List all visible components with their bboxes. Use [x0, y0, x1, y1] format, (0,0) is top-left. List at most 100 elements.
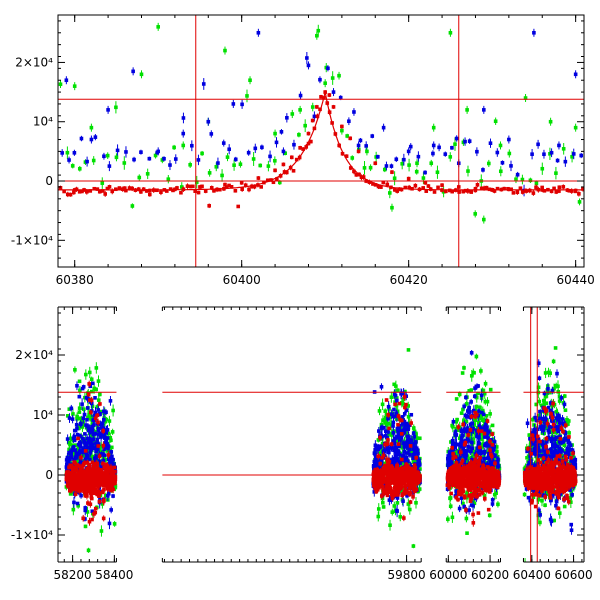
data-point	[544, 401, 549, 405]
data-point	[536, 497, 541, 502]
data-point	[301, 147, 305, 151]
data-point	[124, 188, 128, 193]
data-point	[75, 452, 80, 456]
data-point	[389, 498, 394, 502]
data-point	[367, 180, 372, 184]
data-point	[347, 119, 351, 124]
data-point	[475, 434, 479, 439]
data-point	[361, 175, 366, 179]
data-point	[338, 95, 343, 100]
data-point	[440, 188, 444, 192]
data-point	[94, 441, 98, 445]
data-point	[397, 187, 402, 191]
data-point	[282, 170, 287, 174]
data-point	[450, 145, 454, 150]
data-point	[471, 370, 476, 375]
data-point	[73, 443, 78, 447]
data-point	[96, 379, 101, 383]
data-point	[538, 520, 542, 525]
data-point	[570, 154, 574, 159]
data-point	[487, 513, 492, 518]
data-point	[250, 184, 254, 189]
data-point	[93, 135, 98, 139]
data-point	[391, 431, 396, 435]
data-point	[396, 449, 401, 454]
data-point	[387, 498, 392, 502]
data-point	[465, 531, 469, 535]
data-point	[96, 408, 101, 412]
data-point	[457, 506, 462, 511]
plot-area-2	[64, 346, 578, 562]
data-point	[71, 507, 76, 512]
data-point	[91, 423, 96, 427]
data-point	[370, 134, 375, 138]
data-point	[376, 438, 381, 442]
data-point	[315, 33, 319, 38]
data-point	[389, 164, 394, 168]
data-point	[406, 427, 410, 432]
data-point	[203, 189, 208, 193]
data-point	[179, 185, 184, 189]
data-point	[467, 139, 472, 143]
data-point	[103, 435, 108, 440]
data-point	[396, 460, 401, 465]
data-point	[98, 412, 102, 416]
data-point	[76, 503, 80, 508]
data-point	[562, 443, 567, 447]
data-point	[91, 437, 96, 442]
data-point	[109, 438, 113, 443]
data-point	[482, 186, 486, 191]
data-point	[414, 446, 419, 450]
data-point	[100, 502, 105, 506]
data-point	[482, 391, 487, 396]
data-point	[388, 523, 392, 528]
data-point	[408, 144, 413, 149]
data-point	[385, 445, 389, 450]
data-point	[388, 415, 392, 420]
data-point	[482, 108, 486, 112]
data-point	[106, 431, 111, 436]
data-point	[531, 495, 536, 500]
data-point	[401, 397, 406, 401]
data-point	[569, 189, 574, 193]
data-point	[289, 155, 294, 160]
data-point	[493, 453, 497, 457]
data-point	[102, 417, 106, 422]
data-point	[88, 429, 93, 434]
data-point	[312, 114, 317, 119]
data-point	[448, 155, 453, 159]
data-point	[86, 548, 91, 553]
data-point	[233, 188, 238, 193]
data-point	[75, 459, 80, 464]
data-point	[371, 182, 375, 186]
data-point	[459, 437, 464, 442]
data-point	[58, 82, 63, 87]
data-point	[542, 431, 546, 436]
data-point	[390, 458, 395, 462]
data-point	[85, 417, 89, 422]
data-point	[233, 157, 238, 162]
data-point	[153, 153, 158, 158]
data-point	[72, 84, 77, 88]
data-point	[415, 463, 420, 467]
data-point	[240, 187, 244, 191]
data-point	[198, 185, 202, 189]
data-point	[78, 444, 83, 449]
data-point	[68, 442, 72, 446]
data-point	[387, 191, 392, 195]
data-point	[426, 184, 431, 188]
data-point	[483, 381, 488, 386]
data-point	[386, 404, 391, 409]
data-point	[322, 96, 326, 100]
data-point	[333, 132, 338, 136]
data-point	[534, 181, 539, 186]
data-point	[407, 163, 411, 167]
data-point	[110, 430, 115, 434]
data-point	[111, 457, 115, 462]
data-point	[330, 76, 335, 80]
data-point	[471, 427, 476, 431]
data-point	[567, 431, 571, 435]
data-point	[200, 184, 204, 189]
data-point	[133, 188, 138, 192]
data-point	[77, 426, 81, 431]
